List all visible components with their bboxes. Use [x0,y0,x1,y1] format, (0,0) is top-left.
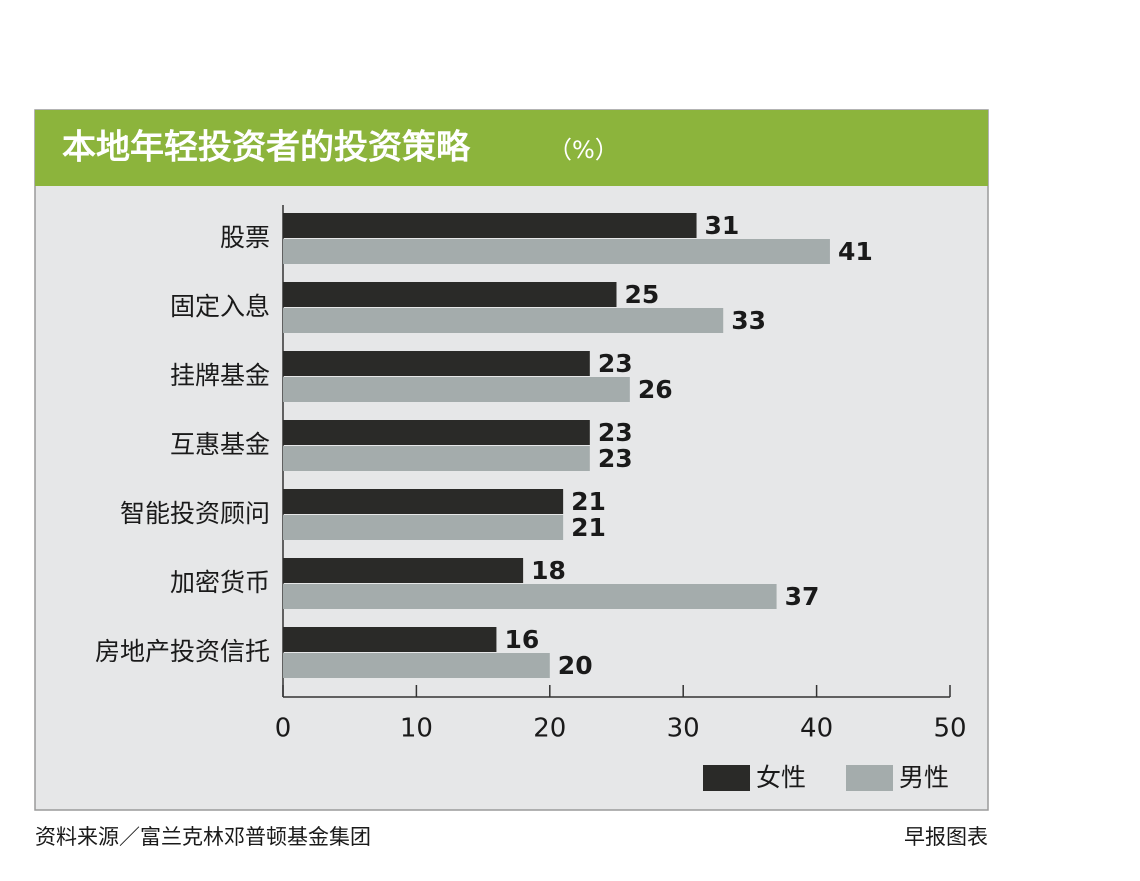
source: 资料来源／富兰克林邓普顿基金集团 [35,825,371,849]
bar [283,213,697,238]
category-label: 加密货币 [170,568,270,597]
x-tick-label: 0 [275,714,292,744]
value-label: 21 [571,487,606,516]
legend-label: 男性 [899,763,949,792]
value-label: 23 [598,349,633,378]
category-label: 房地产投资信托 [95,637,270,666]
bar [283,653,550,678]
bar [283,489,564,514]
bar [283,351,590,376]
value-label: 31 [705,211,740,240]
title-band [35,110,988,186]
title-unit: （%） [548,136,619,164]
value-label: 37 [785,582,820,611]
value-label: 21 [571,513,606,542]
bar [283,377,630,402]
value-label: 33 [731,306,766,335]
legend-swatch [703,765,750,791]
bar [283,282,617,307]
category-label: 固定入息 [170,292,270,321]
chart-title: 本地年轻投资者的投资策略 [62,128,471,168]
bar [283,584,777,609]
x-tick-label: 20 [533,714,566,744]
bar [283,308,724,333]
value-label: 23 [598,418,633,447]
category-label: 股票 [220,223,270,252]
value-label: 18 [531,556,566,585]
bar [283,515,564,540]
value-label: 25 [625,280,660,309]
bar [283,420,590,445]
value-label: 16 [504,625,539,654]
value-label: 26 [638,375,673,404]
x-tick-label: 10 [400,714,433,744]
x-tick-label: 40 [800,714,833,744]
bar [283,446,590,471]
value-label: 41 [838,237,873,266]
x-tick-label: 30 [667,714,700,744]
value-label: 20 [558,651,593,680]
legend-label: 女性 [756,763,806,792]
category-label: 智能投资顾问 [120,499,270,528]
category-label: 挂牌基金 [170,361,270,390]
bar [283,558,524,583]
category-label: 互惠基金 [170,430,270,459]
value-label: 23 [598,444,633,473]
bar [283,239,830,264]
x-tick-label: 50 [933,714,966,744]
legend-swatch [846,765,893,791]
credit: 早报图表 [904,825,988,849]
bar [283,627,497,652]
